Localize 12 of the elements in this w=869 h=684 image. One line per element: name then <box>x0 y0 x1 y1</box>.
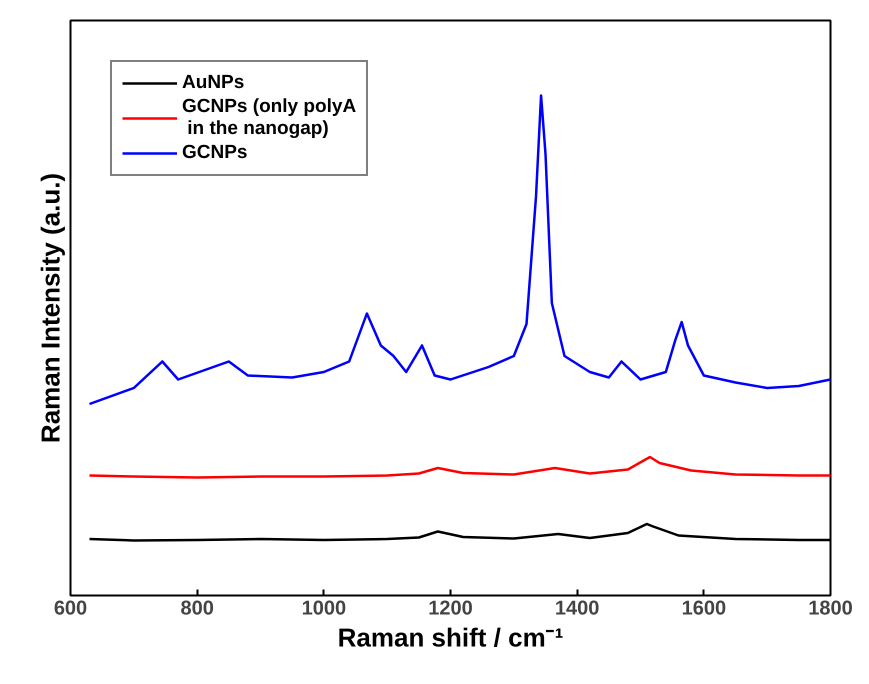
legend-label: AuNPs <box>182 72 244 94</box>
x-axis-title: Raman shift / cm⁻¹ <box>338 622 564 652</box>
x-tick-label: 1400 <box>554 598 600 620</box>
x-tick-label: 1000 <box>302 598 346 620</box>
y-axis-title: Raman Intensity (a.u.) <box>36 172 66 444</box>
x-tick-label: 1200 <box>428 598 473 620</box>
x-tick-label: 1800 <box>808 598 853 620</box>
legend-label: GCNPs <box>182 142 248 164</box>
x-tick-label: 800 <box>180 598 214 620</box>
x-tick-label: 1600 <box>682 598 726 620</box>
legend-label: GCNPs (only polyA in the nanogap) <box>182 96 356 140</box>
x-tick-label: 600 <box>54 598 88 620</box>
